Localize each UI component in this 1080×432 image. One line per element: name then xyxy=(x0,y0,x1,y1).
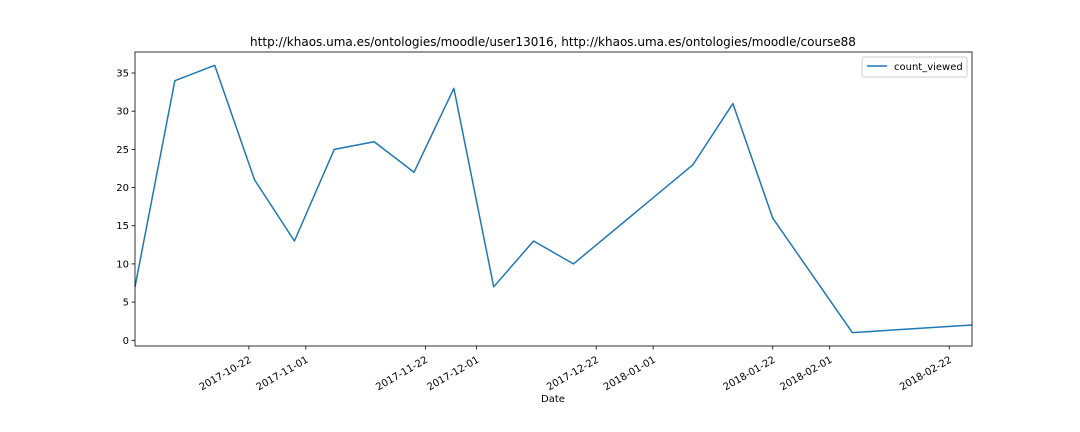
x-tick-label: 2017-12-01 xyxy=(425,355,481,394)
x-axis-label: Date xyxy=(541,394,565,405)
plot-area xyxy=(134,64,973,334)
x-tick-label: 2017-12-22 xyxy=(545,355,601,394)
y-tick-label: 15 xyxy=(116,221,129,232)
plot-frame xyxy=(134,51,973,347)
y-tick-label: 0 xyxy=(123,336,129,347)
legend: count_viewed xyxy=(861,56,968,78)
x-tick-label: 2018-01-22 xyxy=(722,355,778,394)
x-axis: 2017-10-22 2017-11-01 2017-11-222017-12-01… xyxy=(198,346,954,393)
chart-title: http://khaos.uma.es/ontologies/moodle/us… xyxy=(250,35,856,49)
y-tick-label: 35 xyxy=(116,69,129,80)
y-axis: 0 5 10 15 20 25 30 35 xyxy=(116,69,135,347)
y-tick-label: 20 xyxy=(116,183,129,194)
legend-label-count-viewed: count_viewed xyxy=(894,62,963,73)
x-tick-label: 2018-02-22 xyxy=(898,355,954,394)
x-tick-label: 2018-02-01 xyxy=(779,355,835,394)
y-tick-label: 5 xyxy=(123,298,129,309)
legend-box xyxy=(861,56,968,78)
x-tick-label: 2018-01-01 xyxy=(602,355,658,394)
y-tick-label: 25 xyxy=(116,145,129,156)
y-tick-label: 30 xyxy=(116,107,129,118)
x-tick-label: 2017-10-22 xyxy=(198,355,254,394)
series-line-count-viewed xyxy=(134,64,973,334)
x-tick-label: 2017-11-22 xyxy=(374,355,430,394)
x-tick-label: 2017-11-01 xyxy=(255,355,311,394)
y-tick-label: 10 xyxy=(116,259,129,270)
